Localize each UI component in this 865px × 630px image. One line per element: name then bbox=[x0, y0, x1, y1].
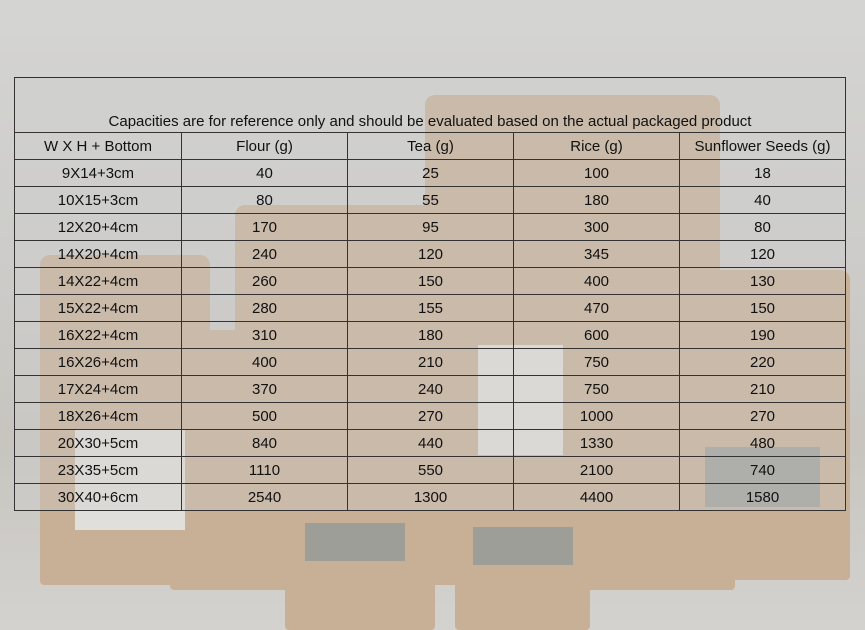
capacity-cell: 500 bbox=[181, 402, 348, 430]
capacity-cell: 550 bbox=[347, 456, 514, 484]
capacity-cell: 840 bbox=[181, 429, 348, 457]
table-row: 20X30+5cm 840 440 1330 480 bbox=[14, 429, 846, 457]
capacity-cell: 180 bbox=[513, 186, 680, 214]
capacity-cell: 80 bbox=[181, 186, 348, 214]
size-cell: 15X22+4cm bbox=[14, 294, 182, 322]
capacity-cell: 210 bbox=[679, 375, 846, 403]
capacity-cell: 120 bbox=[347, 240, 514, 268]
capacity-table: Capacities are for reference only and sh… bbox=[14, 77, 846, 511]
column-header: Rice (g) bbox=[513, 132, 680, 160]
size-cell: 12X20+4cm bbox=[14, 213, 182, 241]
capacity-cell: 40 bbox=[679, 186, 846, 214]
size-cell: 20X30+5cm bbox=[14, 429, 182, 457]
capacity-cell: 130 bbox=[679, 267, 846, 295]
capacity-cell: 280 bbox=[181, 294, 348, 322]
table-row: 9X14+3cm 40 25 100 18 bbox=[14, 159, 846, 187]
capacity-cell: 1300 bbox=[347, 483, 514, 511]
table-row: 16X22+4cm 310 180 600 190 bbox=[14, 321, 846, 349]
capacity-cell: 210 bbox=[347, 348, 514, 376]
capacity-cell: 80 bbox=[679, 213, 846, 241]
size-cell: 18X26+4cm bbox=[14, 402, 182, 430]
table-row: 14X22+4cm 260 150 400 130 bbox=[14, 267, 846, 295]
column-header: Flour (g) bbox=[181, 132, 348, 160]
capacity-cell: 600 bbox=[513, 321, 680, 349]
capacity-cell: 240 bbox=[347, 375, 514, 403]
column-header: W X H + Bottom bbox=[14, 132, 182, 160]
capacity-cell: 270 bbox=[679, 402, 846, 430]
capacity-cell: 220 bbox=[679, 348, 846, 376]
capacity-cell: 150 bbox=[347, 267, 514, 295]
size-cell: 14X22+4cm bbox=[14, 267, 182, 295]
capacity-cell: 55 bbox=[347, 186, 514, 214]
table-row: 30X40+6cm 2540 1300 4400 1580 bbox=[14, 483, 846, 511]
capacity-cell: 2100 bbox=[513, 456, 680, 484]
capacity-cell: 345 bbox=[513, 240, 680, 268]
capacity-cell: 470 bbox=[513, 294, 680, 322]
capacity-cell: 480 bbox=[679, 429, 846, 457]
capacity-cell: 1330 bbox=[513, 429, 680, 457]
capacity-cell: 18 bbox=[679, 159, 846, 187]
size-cell: 30X40+6cm bbox=[14, 483, 182, 511]
header-row: W X H + Bottom Flour (g) Tea (g) Rice (g) Su… bbox=[14, 132, 846, 160]
capacity-cell: 750 bbox=[513, 348, 680, 376]
table-row: 16X26+4cm 400 210 750 220 bbox=[14, 348, 846, 376]
capacity-cell: 310 bbox=[181, 321, 348, 349]
capacity-cell: 270 bbox=[347, 402, 514, 430]
size-cell: 17X24+4cm bbox=[14, 375, 182, 403]
capacity-cell: 1110 bbox=[181, 456, 348, 484]
capacity-cell: 750 bbox=[513, 375, 680, 403]
capacity-cell: 190 bbox=[679, 321, 846, 349]
capacity-cell: 400 bbox=[513, 267, 680, 295]
capacity-cell: 400 bbox=[181, 348, 348, 376]
capacity-cell: 440 bbox=[347, 429, 514, 457]
size-cell: 16X26+4cm bbox=[14, 348, 182, 376]
column-header: Sunflower Seeds (g) bbox=[679, 132, 846, 160]
capacity-cell: 170 bbox=[181, 213, 348, 241]
capacity-cell: 300 bbox=[513, 213, 680, 241]
capacity-cell: 150 bbox=[679, 294, 846, 322]
column-header: Tea (g) bbox=[347, 132, 514, 160]
capacity-cell: 100 bbox=[513, 159, 680, 187]
table-row: 18X26+4cm 500 270 1000 270 bbox=[14, 402, 846, 430]
size-cell: 23X35+5cm bbox=[14, 456, 182, 484]
capacity-cell: 1580 bbox=[679, 483, 846, 511]
capacity-cell: 120 bbox=[679, 240, 846, 268]
table-note: Capacities are for reference only and sh… bbox=[14, 77, 846, 133]
table-row: 12X20+4cm 170 95 300 80 bbox=[14, 213, 846, 241]
capacity-cell: 2540 bbox=[181, 483, 348, 511]
capacity-cell: 180 bbox=[347, 321, 514, 349]
size-cell: 14X20+4cm bbox=[14, 240, 182, 268]
capacity-cell: 1000 bbox=[513, 402, 680, 430]
size-cell: 10X15+3cm bbox=[14, 186, 182, 214]
table-row: 23X35+5cm 1110 550 2100 740 bbox=[14, 456, 846, 484]
table-row: 17X24+4cm 370 240 750 210 bbox=[14, 375, 846, 403]
capacity-cell: 40 bbox=[181, 159, 348, 187]
capacity-cell: 155 bbox=[347, 294, 514, 322]
capacity-cell: 95 bbox=[347, 213, 514, 241]
capacity-cell: 740 bbox=[679, 456, 846, 484]
table-row: 15X22+4cm 280 155 470 150 bbox=[14, 294, 846, 322]
capacity-cell: 240 bbox=[181, 240, 348, 268]
table-row: 14X20+4cm 240 120 345 120 bbox=[14, 240, 846, 268]
table-row: 10X15+3cm 80 55 180 40 bbox=[14, 186, 846, 214]
size-cell: 9X14+3cm bbox=[14, 159, 182, 187]
size-cell: 16X22+4cm bbox=[14, 321, 182, 349]
capacity-cell: 25 bbox=[347, 159, 514, 187]
capacity-cell: 260 bbox=[181, 267, 348, 295]
capacity-cell: 370 bbox=[181, 375, 348, 403]
capacity-cell: 4400 bbox=[513, 483, 680, 511]
